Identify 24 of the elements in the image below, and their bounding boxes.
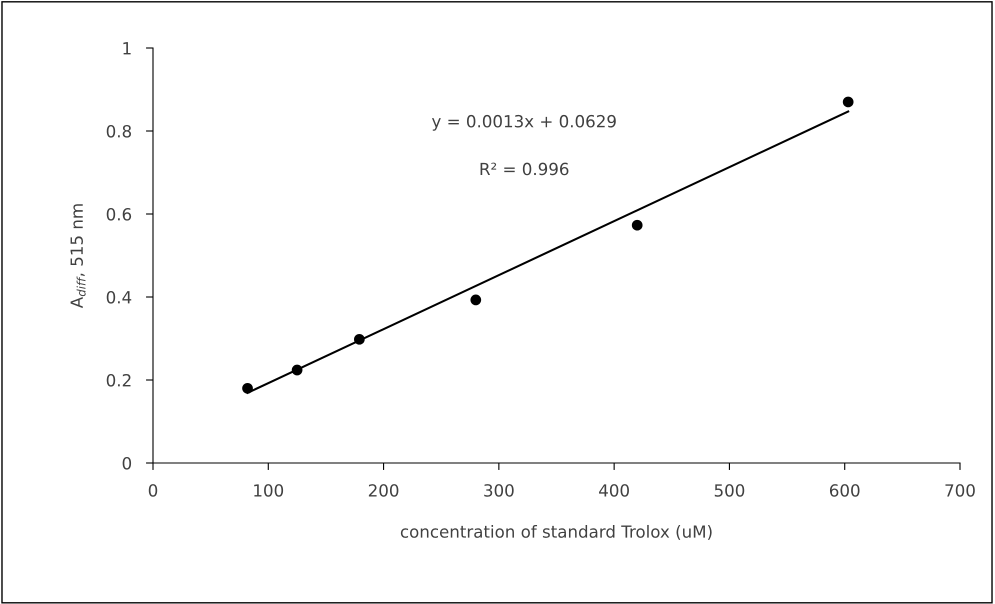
- x-tick-label: 0: [148, 484, 158, 497]
- point: [632, 220, 643, 231]
- point: [470, 294, 482, 306]
- annotation: R² = 0.996: [480, 162, 568, 176]
- y-tick-label: 1: [123, 42, 131, 54]
- y-tick-label: 0.4: [106, 290, 132, 304]
- y-tick-label: 0.8: [106, 124, 132, 138]
- annotation: y = 0.0013x + 0.0629: [432, 114, 616, 131]
- x-tick-label: 500: [714, 484, 744, 497]
- x-tick-label: 300: [484, 484, 514, 497]
- y-tick-label: 0.6: [106, 208, 132, 221]
- point: [242, 382, 253, 394]
- point: [292, 364, 302, 376]
- x-tick-label: 100: [254, 484, 284, 497]
- point: [842, 96, 854, 108]
- y-tick-label: 0.2: [106, 374, 130, 387]
- x-tick-label: 400: [599, 484, 629, 497]
- x-tick-label: 600: [830, 484, 860, 497]
- x-tick-label: 700: [945, 484, 975, 497]
- point: [354, 334, 365, 345]
- y-axis-title: A$_{diff}$, 515 nm: [70, 204, 86, 308]
- y-tick-label: 0: [122, 456, 132, 470]
- x-tick-label: 200: [368, 484, 398, 497]
- x-axis-title: concentration of standard Trolox (uM): [400, 524, 712, 540]
